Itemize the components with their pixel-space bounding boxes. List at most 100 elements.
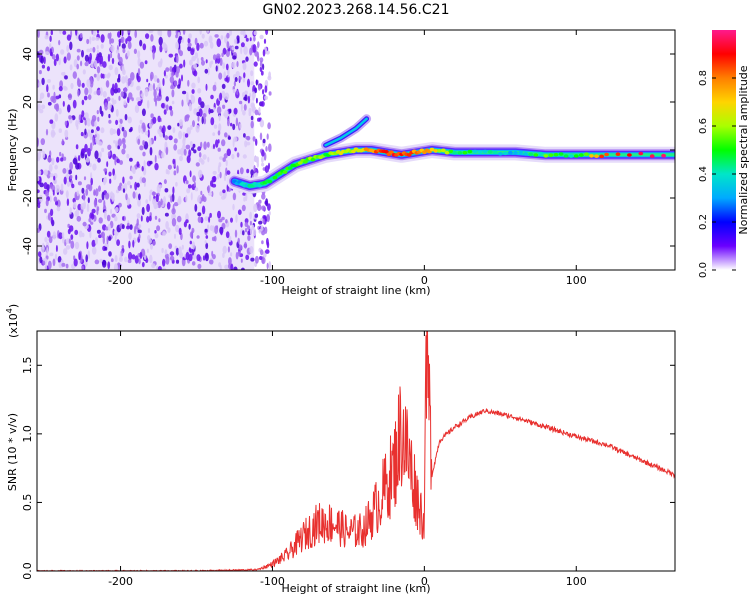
noise-speck [205,242,209,249]
noise-speck [55,95,60,100]
noise-speck [161,42,167,50]
noise-speck [84,54,89,62]
noise-speck [75,162,80,170]
noise-speck [119,118,123,124]
noise-speck [116,158,120,164]
noise-speck [232,123,236,131]
noise-speck [152,83,156,91]
noise-speck [72,157,78,165]
noise-speck [175,259,180,264]
noise-speck [134,255,139,264]
x-tick-label: -200 [108,575,133,588]
noise-speck [126,180,131,186]
ridge-blob [649,154,655,158]
noise-speck [225,231,230,239]
noise-speck [216,38,222,48]
noise-speck [197,169,203,178]
noise-speck [178,119,184,127]
noise-speck [195,124,200,133]
noise-speck [139,90,142,95]
noise-speck [117,52,121,60]
noise-speck [217,130,221,136]
noise-speck [245,254,250,260]
noise-speck [168,53,174,58]
noise-speck [170,195,173,203]
noise-speck [51,54,56,60]
noise-speck [70,240,75,249]
noise-speck [164,188,169,193]
noise-speck [154,162,159,171]
noise-speck [38,70,42,75]
noise-speck [114,206,119,213]
noise-speck [93,198,97,208]
noise-speck [252,44,257,53]
noise-speck [198,152,202,158]
noise-speck [196,235,200,239]
noise-speck [193,149,197,154]
noise-speck [253,228,257,237]
noise-speck [224,77,228,82]
noise-speck [151,263,156,269]
noise-speck [41,77,45,86]
noise-speck [195,162,200,167]
noise-speck [106,214,111,222]
noise-speck [181,244,184,250]
noise-speck [182,30,186,35]
noise-speck [58,108,62,115]
noise-speck [194,37,198,46]
ridge-blob [437,149,442,153]
noise-speck [109,192,112,197]
noise-speck [98,185,101,192]
noise-speck [165,146,169,156]
noise-speck [231,46,235,51]
noise-speck [90,221,94,225]
noise-speck [93,189,96,196]
noise-speck [142,151,146,157]
noise-speck [43,169,49,176]
noise-speck [268,211,271,216]
noise-speck [259,256,263,260]
noise-speck [62,248,68,255]
noise-speck [222,189,226,194]
noise-speck [129,175,133,180]
noise-speck [48,236,53,244]
noise-speck [245,37,249,42]
noise-speck [91,246,97,255]
noise-speck [132,239,135,248]
noise-speck [228,257,232,266]
noise-speck [210,180,214,187]
ridge-blob [615,152,621,156]
noise-speck [203,40,209,47]
noise-speck [96,110,99,115]
noise-speck [122,176,125,184]
noise-speck [171,89,175,98]
noise-speck [81,148,86,154]
noise-speck [205,59,208,64]
noise-speck [45,51,50,55]
noise-speck [184,133,189,138]
noise-speck [114,157,117,166]
noise-speck [247,230,251,236]
noise-speck [158,36,163,46]
noise-speck [244,90,248,95]
noise-speck [66,167,69,176]
noise-speck [61,72,65,76]
noise-speck [227,70,230,78]
noise-speck [245,141,251,146]
noise-speck [186,188,191,194]
noise-speck [231,153,235,160]
noise-speck [174,80,178,87]
noise-speck [49,35,52,42]
noise-speck [161,127,164,134]
noise-speck [41,104,46,110]
y-tick-label: 0.5 [21,494,34,512]
noise-speck [55,245,58,252]
noise-speck [230,263,234,270]
noise-speck [81,187,85,194]
noise-speck [62,168,67,174]
noise-speck [84,87,89,96]
noise-speck [122,143,127,149]
noise-speck [106,74,110,79]
noise-speck [225,63,229,71]
noise-speck [243,62,246,70]
